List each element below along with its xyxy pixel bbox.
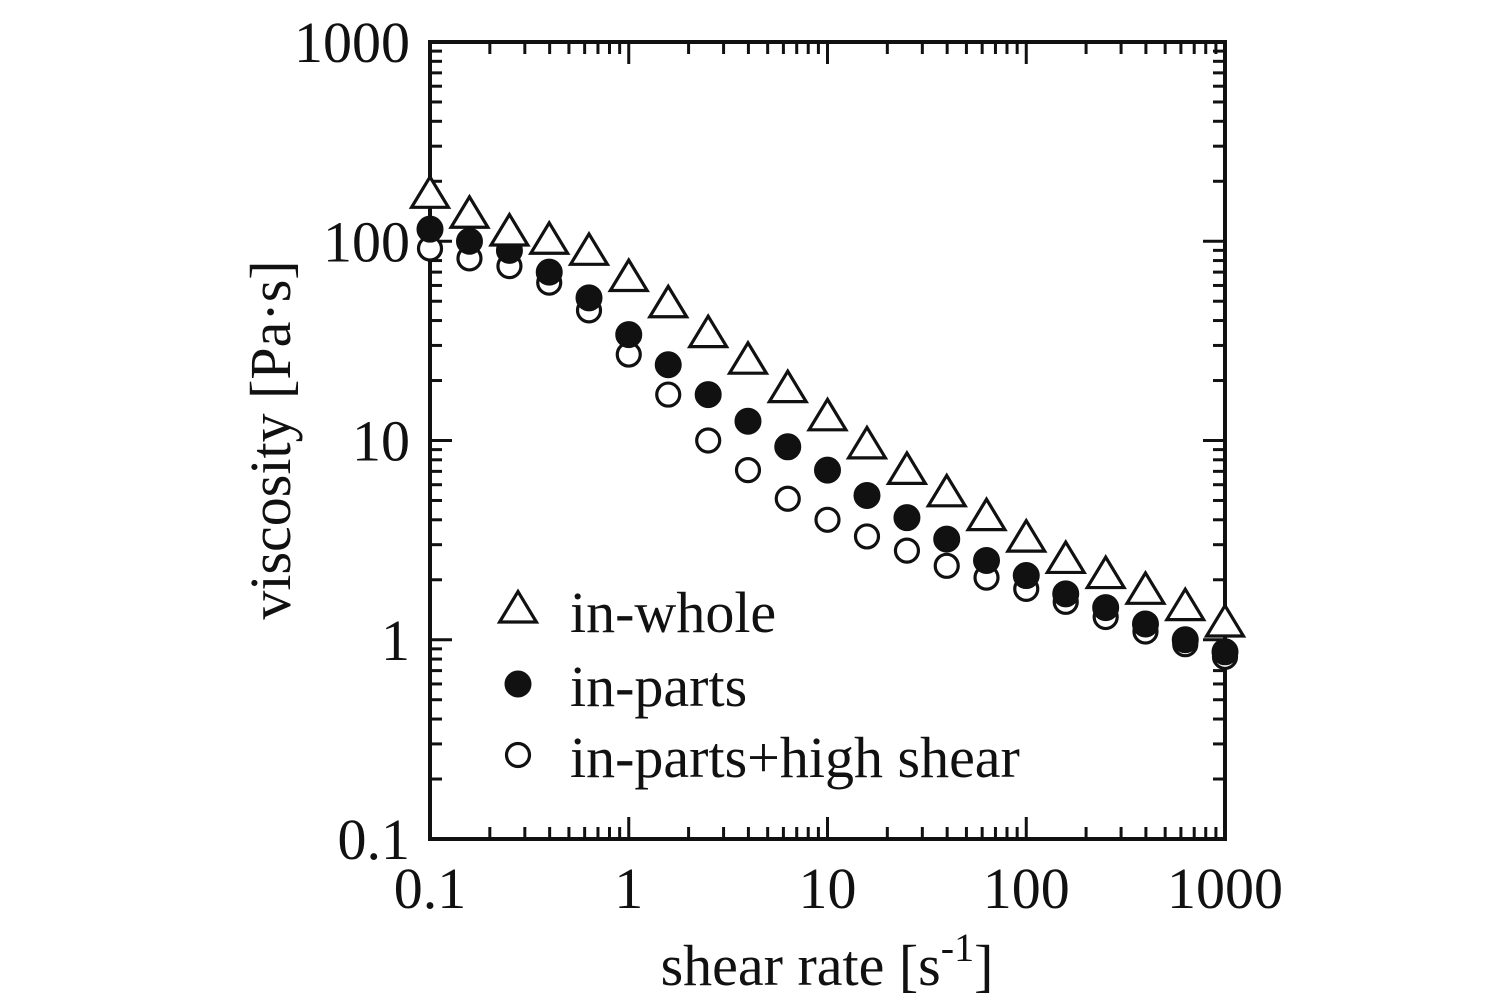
legend-marker <box>504 741 532 769</box>
y-tick-label: 1 <box>381 608 410 673</box>
data-points <box>408 173 1247 671</box>
data-point <box>965 496 1008 532</box>
data-point <box>575 284 603 312</box>
x-tick-label: 10 <box>799 856 857 921</box>
data-point <box>1052 580 1080 608</box>
data-point <box>1124 569 1167 605</box>
data-point <box>1012 562 1040 590</box>
legend-label: in-parts+high shear <box>570 725 1020 790</box>
data-point <box>535 258 563 286</box>
x-axis-title: shear rate [s-1] <box>661 925 994 998</box>
data-point <box>615 321 643 349</box>
y-tick-label: 10 <box>352 409 410 474</box>
data-point <box>646 283 690 319</box>
data-point <box>893 537 921 564</box>
data-point <box>853 523 881 550</box>
series-1 <box>416 215 1239 666</box>
data-point <box>1084 554 1127 590</box>
data-point <box>607 257 650 293</box>
data-point <box>1092 594 1120 622</box>
data-point <box>455 227 483 255</box>
x-tick-label: 100 <box>983 856 1070 921</box>
y-tick-label: 100 <box>323 209 410 274</box>
data-point <box>806 396 849 432</box>
legend-marker <box>504 670 532 698</box>
data-point <box>933 552 960 579</box>
x-tick-label: 0.1 <box>394 856 467 921</box>
data-point <box>695 427 722 454</box>
data-point <box>694 381 722 409</box>
data-point <box>408 173 452 209</box>
data-point <box>933 525 961 553</box>
x-tick-label: 1000 <box>1167 856 1283 921</box>
x-axis-title-superscript: -1 <box>941 925 974 970</box>
data-point <box>925 472 968 508</box>
data-point <box>845 424 889 460</box>
data-point <box>814 506 841 533</box>
x-tick-label: 1 <box>614 856 643 921</box>
data-point <box>973 546 1001 574</box>
axis-ticks <box>430 42 1225 839</box>
data-point <box>734 457 762 484</box>
legend-marker <box>496 588 540 624</box>
data-point <box>654 351 682 379</box>
data-point <box>885 449 929 485</box>
data-point <box>1044 538 1087 575</box>
data-point <box>686 313 730 349</box>
y-tick-label: 1000 <box>294 10 410 75</box>
data-point <box>1005 517 1048 553</box>
data-point <box>726 339 770 375</box>
data-point <box>527 219 571 255</box>
data-point <box>774 485 801 512</box>
data-point <box>734 407 762 435</box>
series-0 <box>408 173 1247 638</box>
data-point <box>1131 610 1159 638</box>
legend-label: in-parts <box>570 654 747 719</box>
data-point <box>853 481 881 509</box>
data-point <box>448 193 491 229</box>
data-point <box>1171 626 1199 654</box>
data-point <box>1203 602 1247 638</box>
data-point <box>488 211 531 247</box>
data-point <box>814 456 841 484</box>
legend-label: in-whole <box>570 580 776 645</box>
data-point <box>766 368 809 404</box>
data-point <box>416 215 444 243</box>
data-point <box>1164 586 1207 622</box>
data-point <box>567 230 611 266</box>
y-axis-title: viscosity [Pa·s] <box>238 260 303 619</box>
tick-labels: 0.1 1 10 100 1000 0.1 1 10 100 1000 <box>294 10 1283 921</box>
data-point <box>774 433 802 461</box>
y-tick-label: 0.1 <box>338 807 411 872</box>
data-point <box>1211 638 1239 666</box>
data-point <box>893 504 921 532</box>
plot-frame <box>428 40 1227 841</box>
data-point <box>655 381 682 408</box>
